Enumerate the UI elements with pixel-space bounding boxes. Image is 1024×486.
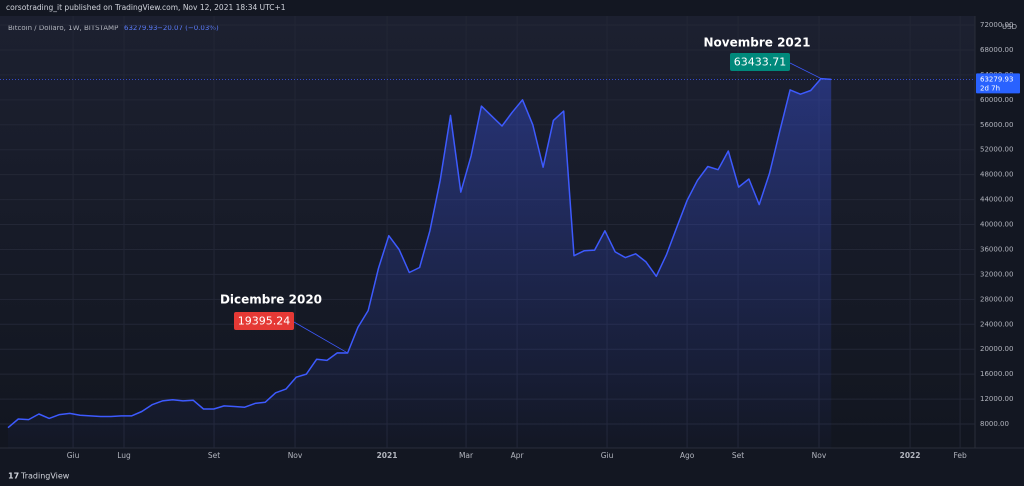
line bbox=[7, 77, 832, 429]
x-tick-label: Apr bbox=[511, 451, 525, 460]
area bbox=[8, 78, 832, 448]
y-tick-label: 48000.00 bbox=[980, 171, 1013, 179]
y-tick-label: 32000.00 bbox=[980, 270, 1013, 278]
countdown: 2d 7h bbox=[980, 84, 1000, 92]
annotation-badge bbox=[730, 53, 790, 71]
footer-icon: 17 bbox=[8, 472, 19, 481]
x-tick-label: Nov bbox=[288, 451, 303, 460]
x-tick-label: Ago bbox=[680, 451, 695, 460]
y-tick-label: 40000.00 bbox=[980, 221, 1013, 229]
x-tick-label: Set bbox=[732, 451, 744, 460]
y-tick-label: 60000.00 bbox=[980, 96, 1013, 104]
y-tick-label: 16000.00 bbox=[980, 370, 1013, 378]
x-tick-label: 2021 bbox=[377, 451, 398, 460]
x-tick-label: Nov bbox=[812, 451, 827, 460]
x-tick-label: Mar bbox=[459, 451, 474, 460]
currency: USD bbox=[1002, 23, 1017, 31]
price-badge bbox=[976, 73, 1020, 94]
y-tick-label: 20000.00 bbox=[980, 345, 1013, 353]
y-tick-label: 56000.00 bbox=[980, 121, 1013, 129]
symbol: Bitcoin / Dollaro, 1W, BITSTAMP bbox=[8, 24, 118, 32]
annotation-price: 63433.71 bbox=[734, 56, 787, 69]
price-label: 63279.93 bbox=[980, 75, 1013, 83]
x-tick-label: Set bbox=[208, 451, 220, 460]
y-tick-label: 36000.00 bbox=[980, 245, 1013, 253]
annotation-title: Dicembre 2020 bbox=[220, 293, 322, 307]
header: corsotrading_it published on TradingView… bbox=[6, 3, 286, 12]
y-tick-label: 44000.00 bbox=[980, 196, 1013, 204]
y-tick-label: 68000.00 bbox=[980, 46, 1013, 54]
last-price: 63279.93 bbox=[124, 24, 157, 32]
annotation-badge bbox=[234, 312, 294, 330]
y-tick-label: 72000.00 bbox=[980, 21, 1013, 29]
x-tick-label: Lug bbox=[117, 451, 131, 460]
x-tick-label: Giu bbox=[601, 451, 614, 460]
annotation-title: Novembre 2021 bbox=[704, 36, 811, 50]
x-tick-label: 2022 bbox=[900, 451, 921, 460]
y-tick-label: 8000.00 bbox=[980, 420, 1009, 428]
y-tick-label: 28000.00 bbox=[980, 295, 1013, 303]
change: −20.07 (−0.03%) bbox=[157, 24, 219, 32]
y-tick-label: 52000.00 bbox=[980, 146, 1013, 154]
x-tick-label: Giu bbox=[67, 451, 80, 460]
annotation-price: 19395.24 bbox=[238, 315, 291, 328]
footer: TradingView bbox=[20, 472, 70, 481]
y-tick-label: 24000.00 bbox=[980, 320, 1013, 328]
annotation-connector bbox=[789, 62, 822, 79]
y-tick-label: 12000.00 bbox=[980, 395, 1013, 403]
annotation-connector bbox=[293, 321, 348, 354]
x-tick-label: Feb bbox=[953, 451, 967, 460]
